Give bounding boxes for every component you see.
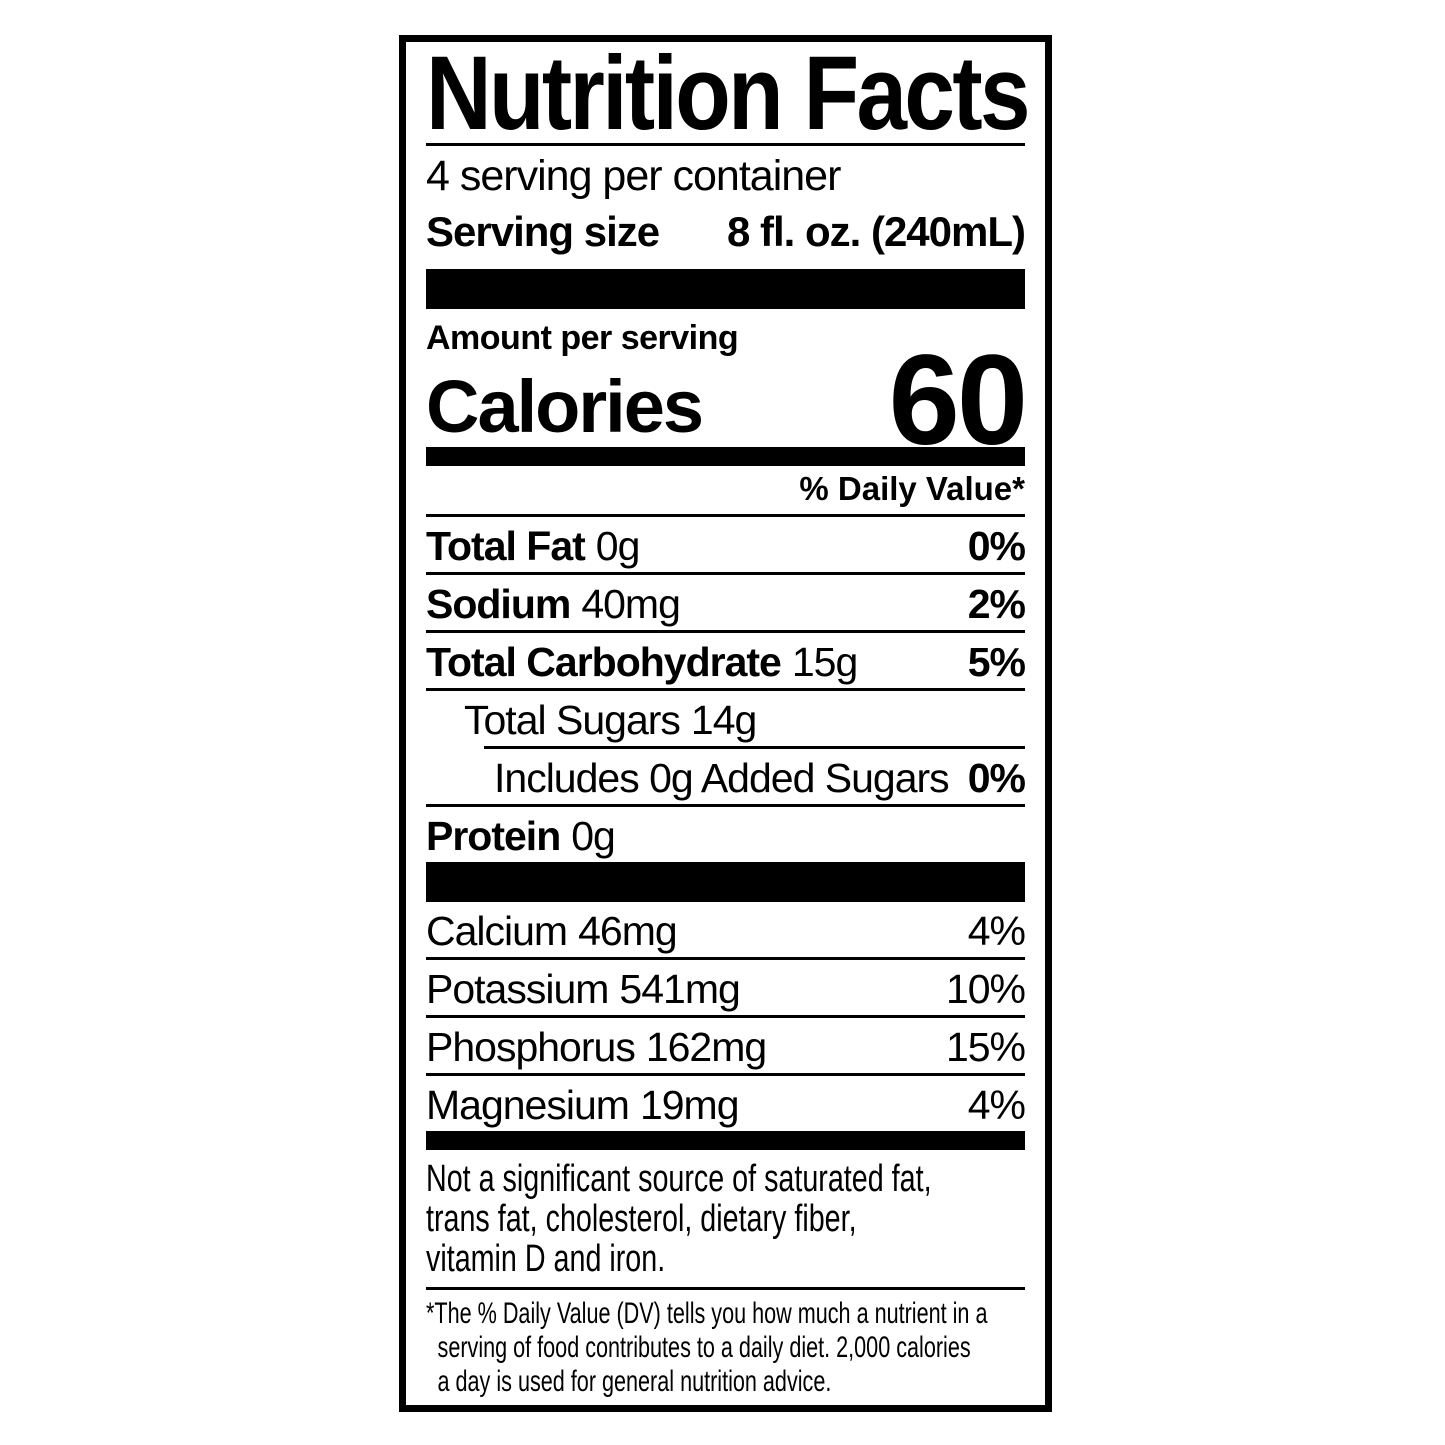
mineral-name-amount: Magnesium 19mg bbox=[426, 1083, 739, 1127]
daily-value-header: % Daily Value* bbox=[799, 470, 1025, 507]
nutrient-name: Protein bbox=[426, 813, 561, 859]
mineral-amount: 162mg bbox=[645, 1024, 767, 1070]
nutrient-daily-value: 5% bbox=[967, 639, 1026, 685]
note-line: Not a significant source of saturated fa… bbox=[426, 1158, 932, 1200]
nutrient-amount: 0g bbox=[595, 523, 641, 569]
footnote-line: serving of food contributes to a daily d… bbox=[437, 1331, 971, 1364]
minerals-bottom-bar bbox=[426, 1131, 1025, 1150]
nutrient-name: Total Carbohydrate bbox=[426, 639, 782, 685]
nutrient-amount: 14g bbox=[690, 697, 757, 743]
nutrient-amount: 0g bbox=[571, 813, 616, 859]
mineral-name: Magnesium bbox=[426, 1082, 630, 1128]
label-title: Nutrition Facts bbox=[426, 35, 1031, 152]
nutrient-name-amount: Sodium 40mg bbox=[426, 581, 681, 627]
calories-row: Calories 60 bbox=[426, 329, 1028, 472]
footnote-divider bbox=[426, 1287, 1025, 1290]
nutrient-daily-value: 0% bbox=[967, 523, 1026, 569]
calories-value: 60 bbox=[888, 329, 1028, 472]
daily-value-underline bbox=[426, 514, 1025, 517]
mineral-name-amount: Phosphorus 162mg bbox=[426, 1024, 767, 1070]
title-underline bbox=[426, 143, 1025, 146]
nutrient-name-amount: Includes 0g Added Sugars bbox=[494, 755, 950, 801]
serving-size-row: Serving size 8 fl. oz. (240mL) bbox=[426, 208, 1026, 256]
note-line: vitamin D and iron. bbox=[426, 1238, 666, 1280]
mineral-name-amount: Potassium 541mg bbox=[426, 966, 741, 1012]
mineral-name: Potassium bbox=[426, 966, 609, 1012]
nutrient-name-amount: Total Sugars 14g bbox=[464, 697, 757, 743]
nutrient-row-total-fat: Total Fat 0g 0% bbox=[426, 517, 1026, 575]
serving-size-value: 8 fl. oz. (240mL) bbox=[726, 208, 1026, 255]
nutrient-name: Total Sugars bbox=[464, 697, 681, 743]
nutrient-name: Includes 0g Added Sugars bbox=[494, 755, 950, 801]
nutrient-amount: 40mg bbox=[581, 581, 681, 627]
serving-size-label: Serving size bbox=[426, 208, 660, 255]
mineral-daily-value: 4% bbox=[967, 908, 1026, 954]
nutrient-row-protein: Protein 0g bbox=[426, 807, 1025, 862]
not-significant-note: Not a significant source of saturated fa… bbox=[426, 1159, 1030, 1279]
mineral-name: Phosphorus bbox=[426, 1024, 636, 1070]
nutrient-name: Total Fat bbox=[426, 523, 586, 569]
calories-label: Calories bbox=[426, 365, 704, 448]
label-title-text: Nutrition Facts bbox=[426, 35, 1031, 152]
total-sugars-underline bbox=[484, 746, 1025, 749]
footnote-line: a day is used for general nutrition advi… bbox=[437, 1365, 832, 1398]
nutrient-daily-value: 2% bbox=[967, 581, 1026, 627]
mineral-amount: 541mg bbox=[619, 966, 740, 1012]
nutrition-label: Nutrition Facts 4 serving per container … bbox=[399, 35, 1052, 1412]
nutrient-row-total-carbohydrate: Total Carbohydrate 15g 5% bbox=[426, 633, 1026, 691]
divider-thick-top bbox=[426, 269, 1025, 309]
nutrient-row-total-sugars: Total Sugars 14g bbox=[426, 691, 1025, 746]
divider-thick-middle bbox=[426, 862, 1025, 902]
mineral-row-magnesium: Magnesium 19mg 4% bbox=[426, 1076, 1026, 1131]
mineral-daily-value: 10% bbox=[945, 966, 1026, 1012]
mineral-name: Calcium bbox=[426, 908, 568, 954]
mineral-amount: 46mg bbox=[578, 908, 678, 954]
nutrient-name-amount: Total Carbohydrate 15g bbox=[426, 639, 858, 685]
nutrient-name-amount: Protein 0g bbox=[426, 813, 616, 859]
nutrient-row-sodium: Sodium 40mg 2% bbox=[426, 575, 1026, 633]
calories-underline-bar bbox=[426, 447, 1025, 466]
mineral-row-potassium: Potassium 541mg 10% bbox=[426, 960, 1026, 1018]
mineral-amount: 19mg bbox=[639, 1082, 740, 1128]
mineral-name-amount: Calcium 46mg bbox=[426, 908, 678, 954]
nutrient-amount: 15g bbox=[791, 639, 858, 685]
mineral-daily-value: 15% bbox=[945, 1024, 1026, 1070]
footnote-line: *The % Daily Value (DV) tells you how mu… bbox=[426, 1297, 988, 1330]
nutrient-name-amount: Total Fat 0g bbox=[426, 523, 641, 569]
note-line: trans fat, cholesterol, dietary fiber, bbox=[426, 1198, 857, 1240]
mineral-row-phosphorus: Phosphorus 162mg 15% bbox=[426, 1018, 1026, 1076]
nutrient-daily-value: 0% bbox=[967, 755, 1026, 801]
amount-per-serving-label: Amount per serving bbox=[426, 319, 739, 357]
servings-per-container: 4 serving per container bbox=[426, 152, 841, 200]
mineral-row-calcium: Calcium 46mg 4% bbox=[426, 902, 1026, 960]
mineral-daily-value: 4% bbox=[967, 1082, 1026, 1128]
daily-value-footnote: *The % Daily Value (DV) tells you how mu… bbox=[426, 1297, 1045, 1399]
nutrient-name: Sodium bbox=[426, 581, 571, 627]
nutrient-row-added-sugars: Includes 0g Added Sugars 0% bbox=[426, 749, 1026, 807]
